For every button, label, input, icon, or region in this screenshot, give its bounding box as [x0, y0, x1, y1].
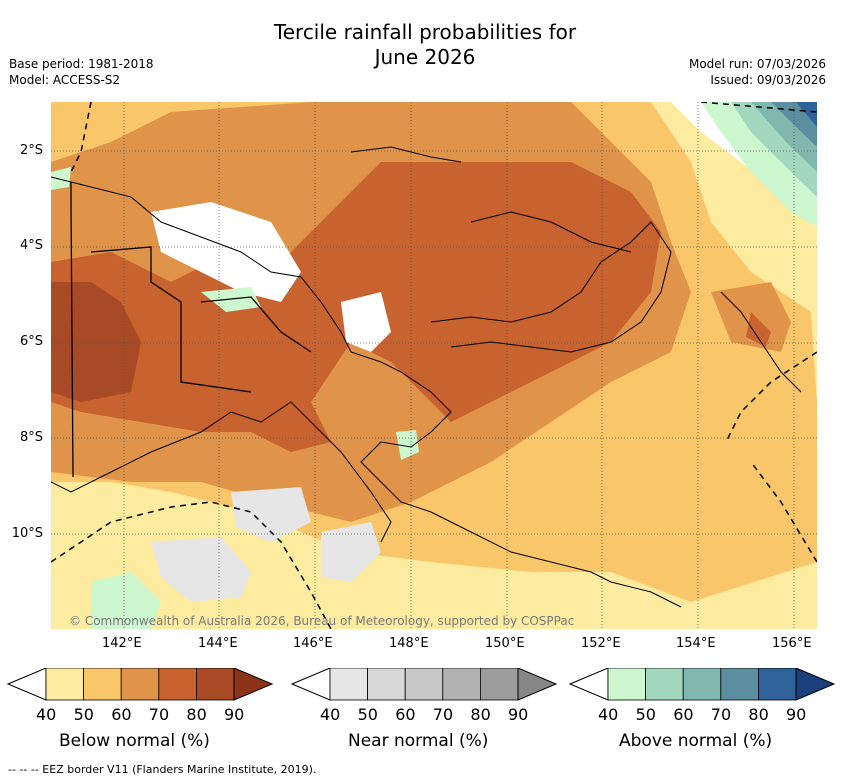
base-period: Base period: 1981-2018 — [9, 57, 154, 71]
lon-label-148e: 148°E — [389, 636, 429, 651]
region-below-90 — [51, 282, 141, 402]
lon-label-144e: 144°E — [198, 636, 238, 651]
probability-map — [51, 102, 817, 629]
colorbar-below-tick: 70 — [148, 705, 170, 724]
colorbar-below-tick: 90 — [224, 705, 245, 724]
colorbar-below-tick: 80 — [186, 705, 207, 724]
title-line-2: June 2026 — [374, 45, 476, 69]
coastlines — [51, 146, 802, 608]
region-near-2 — [151, 537, 251, 602]
lat-label-10s: 10°S — [11, 526, 43, 541]
lat-label-8s: 8°S — [19, 430, 43, 445]
colorbar-above-high-extend — [795, 668, 836, 701]
region-no-dominant-2 — [341, 292, 391, 352]
map-title: Tercile rainfall probabilities for June … — [0, 20, 850, 70]
colorbar-near-segment — [367, 668, 406, 701]
region-above-small-3 — [396, 430, 419, 460]
lon-label-150e: 150°E — [485, 636, 525, 651]
colorbar-below-segment — [120, 668, 160, 701]
region-above-small-2 — [91, 572, 161, 629]
lat-label-6s: 6°S — [19, 334, 43, 349]
colorbar-above-segment — [607, 668, 646, 701]
region-near-3 — [321, 522, 381, 582]
colorbar-below-segment — [83, 668, 122, 701]
lon-label-146e: 146°E — [293, 636, 333, 651]
colorbar-near-tick: 50 — [357, 705, 378, 724]
eez-legend-note: -- -- -- EEZ border V11 (Flanders Marine… — [8, 763, 317, 776]
colorbar-near-tick: 80 — [470, 705, 491, 724]
model-name: Model: ACCESS-S2 — [9, 73, 121, 87]
colorbar-below-tick: 60 — [111, 705, 132, 724]
colorbar-above-segment — [645, 668, 684, 701]
colorbar-near-tick: 70 — [432, 705, 454, 724]
model-run-date: Model run: 07/03/2026 — [688, 57, 826, 71]
region-below-80-east — [746, 312, 771, 347]
colorbar-near-low-extend — [290, 668, 331, 701]
lat-label-2s: 2°S — [19, 143, 43, 158]
copyright-notice: © Commonwealth of Australia 2026, Bureau… — [69, 614, 575, 628]
issued-date: Issued: 09/03/2026 — [710, 73, 826, 87]
colorbar-below — [6, 668, 274, 701]
colorbar-near-segment — [479, 668, 519, 701]
graticule — [51, 102, 817, 629]
lon-label-154e: 154°E — [676, 636, 716, 651]
colorbar-above-segment — [720, 668, 759, 701]
colorbar-above — [568, 668, 836, 701]
lon-label-152e: 152°E — [581, 636, 621, 651]
colorbar-above-tick: 80 — [748, 705, 769, 724]
colorbar-below-segment — [195, 668, 235, 701]
colorbar-near-high-extend — [517, 668, 558, 701]
colorbars — [6, 668, 836, 701]
title-line-1: Tercile rainfall probabilities for — [273, 20, 577, 44]
region-near-1 — [231, 487, 311, 542]
map-canvas — [51, 102, 817, 629]
colorbar-above-tick: 40 — [598, 705, 619, 724]
colorbar-near-segment — [329, 668, 368, 701]
colorbar-above-segment — [758, 668, 797, 701]
lat-label-4s: 4°S — [19, 238, 43, 253]
region-no-dominant-1 — [151, 202, 301, 302]
region-above-small-4 — [51, 167, 71, 190]
colorbar-near-segment — [404, 668, 444, 701]
colorbar-below-label: Below normal (%) — [59, 731, 210, 751]
colorbar-near-tick: 40 — [320, 705, 341, 724]
region-above-90 — [796, 102, 817, 127]
colorbar-below-low-extend — [6, 668, 47, 701]
colorbar-above-tick: 70 — [710, 705, 732, 724]
lon-label-142e: 142°E — [102, 636, 142, 651]
colorbar-above-tick: 90 — [786, 705, 807, 724]
colorbar-below-tick: 50 — [73, 705, 94, 724]
eez-borders — [51, 102, 817, 629]
colorbar-below-segment — [45, 668, 84, 701]
colorbar-above-label: Above normal (%) — [619, 731, 773, 751]
colorbar-below-high-extend — [233, 668, 274, 701]
colorbar-near — [290, 668, 558, 701]
borders — [70, 182, 312, 478]
colorbar-near-tick: 90 — [508, 705, 529, 724]
colorbar-below-tick: 40 — [36, 705, 57, 724]
colorbar-above-segment — [682, 668, 722, 701]
colorbar-above-tick: 60 — [673, 705, 694, 724]
colorbar-near-tick: 60 — [395, 705, 416, 724]
colorbar-above-tick: 50 — [635, 705, 656, 724]
colorbar-near-label: Near normal (%) — [348, 731, 489, 751]
colorbar-above-low-extend — [568, 668, 609, 701]
lon-label-156e: 156°E — [772, 636, 812, 651]
colorbar-below-segment — [158, 668, 197, 701]
colorbar-near-segment — [442, 668, 481, 701]
